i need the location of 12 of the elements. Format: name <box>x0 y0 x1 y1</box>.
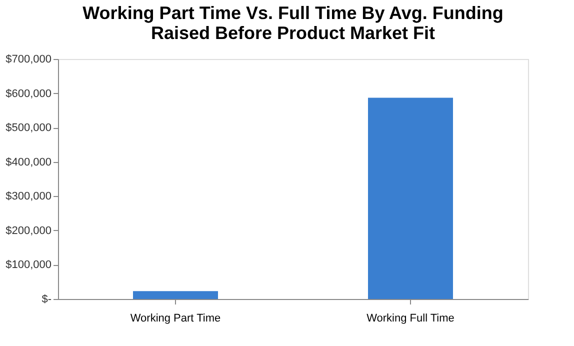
x-tick-label: Working Part Time <box>130 312 221 324</box>
y-tick-label: $300,000 <box>6 190 52 203</box>
text: Working Part Time Vs. Full Time By Avg. Funding <box>82 3 504 23</box>
y-tick-label: $500,000 <box>6 122 52 134</box>
text: Raised Before Product Market Fit <box>150 23 436 43</box>
y-tick-label: $400,000 <box>6 156 52 168</box>
y-tick-label: $100,000 <box>6 259 52 272</box>
y-tick-label: $200,000 <box>6 224 52 237</box>
y-tick-label: $700,000 <box>6 54 52 66</box>
y-tick-label: $- <box>42 294 52 306</box>
x-tick-label: Working Full Time <box>366 312 454 324</box>
y-tick-label: $600,000 <box>6 88 52 100</box>
